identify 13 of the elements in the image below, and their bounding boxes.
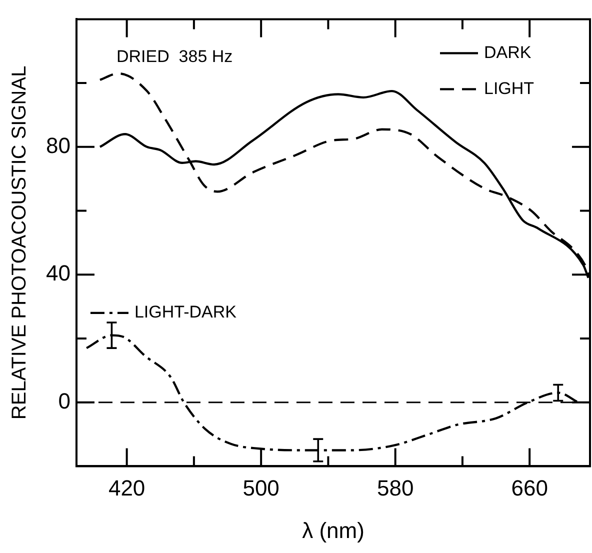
legend-label: LIGHT-DARK — [134, 302, 238, 322]
y-axis-title: RELATIVE PHOTOACOUSTIC SIGNAL — [8, 66, 31, 420]
y-tick-label: 80 — [46, 132, 70, 158]
y-tick-label: 0 — [58, 388, 70, 414]
annotation: DRIED 385 Hz — [116, 46, 233, 66]
x-tick-label: 580 — [376, 475, 414, 500]
x-tick-label: 660 — [511, 475, 548, 500]
legend-label: DARK — [484, 42, 532, 62]
y-tick-label: 40 — [46, 260, 70, 286]
x-tick-label: 500 — [242, 475, 280, 500]
x-tick-label: 420 — [108, 475, 146, 500]
legend-label: LIGHT — [484, 78, 534, 98]
x-axis-title: λ (nm) — [302, 518, 364, 543]
